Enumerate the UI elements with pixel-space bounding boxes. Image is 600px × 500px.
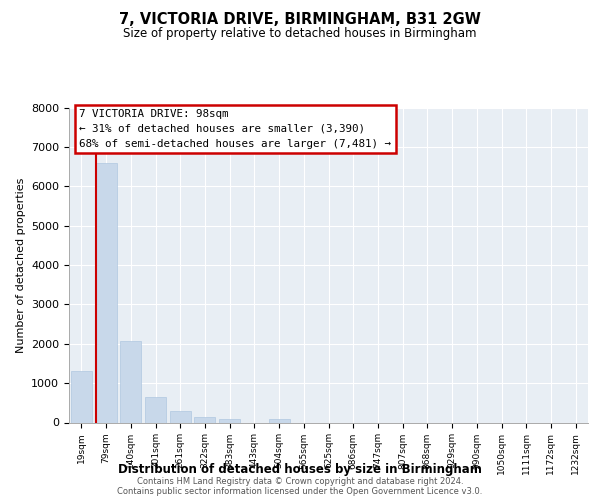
Bar xyxy=(145,397,166,422)
Text: Contains public sector information licensed under the Open Government Licence v3: Contains public sector information licen… xyxy=(118,487,482,496)
Bar xyxy=(219,420,240,422)
Bar xyxy=(269,418,290,422)
Text: Distribution of detached houses by size in Birmingham: Distribution of detached houses by size … xyxy=(118,462,482,475)
Text: 7 VICTORIA DRIVE: 98sqm
← 31% of detached houses are smaller (3,390)
68% of semi: 7 VICTORIA DRIVE: 98sqm ← 31% of detache… xyxy=(79,109,391,148)
Y-axis label: Number of detached properties: Number of detached properties xyxy=(16,178,26,352)
Bar xyxy=(194,416,215,422)
Text: Size of property relative to detached houses in Birmingham: Size of property relative to detached ho… xyxy=(123,28,477,40)
Text: Contains HM Land Registry data © Crown copyright and database right 2024.: Contains HM Land Registry data © Crown c… xyxy=(137,477,463,486)
Bar xyxy=(170,410,191,422)
Bar xyxy=(71,370,92,422)
Bar xyxy=(95,164,116,422)
Bar xyxy=(120,340,141,422)
Text: 7, VICTORIA DRIVE, BIRMINGHAM, B31 2GW: 7, VICTORIA DRIVE, BIRMINGHAM, B31 2GW xyxy=(119,12,481,28)
